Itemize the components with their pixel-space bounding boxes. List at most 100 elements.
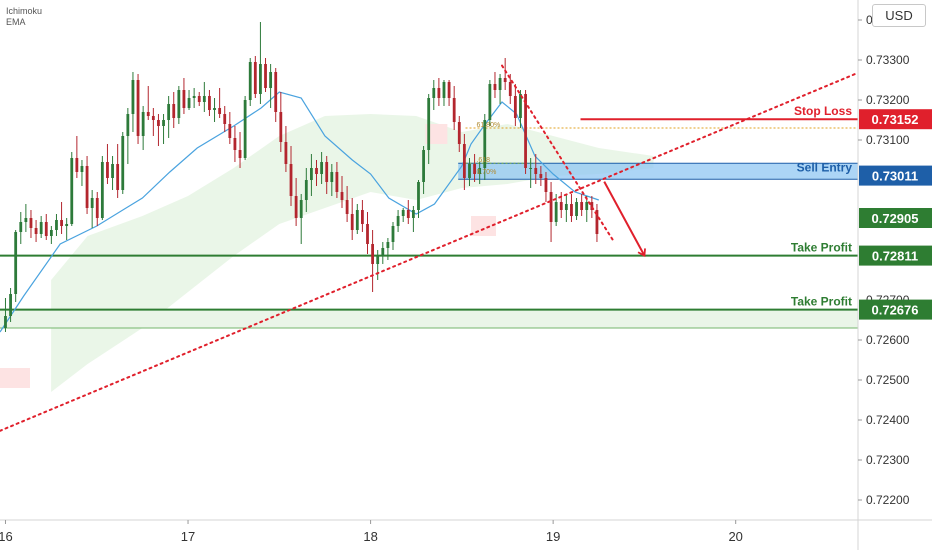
- candle-body: [437, 88, 441, 98]
- candle-body: [233, 138, 237, 150]
- candle: [534, 154, 538, 184]
- candle: [167, 96, 171, 138]
- candle-body: [131, 80, 135, 114]
- candle-body: [371, 244, 374, 264]
- candle-body: [294, 196, 298, 218]
- candle-body: [116, 164, 120, 190]
- candle: [85, 156, 89, 214]
- candle-body: [111, 164, 114, 178]
- candle: [55, 214, 58, 236]
- price-tick-label: 0.73100: [866, 133, 910, 147]
- ema-indicator-label[interactable]: EMA: [6, 17, 26, 27]
- candle: [177, 86, 181, 124]
- candle: [330, 164, 334, 196]
- candle-body: [427, 98, 431, 150]
- candle-body: [386, 242, 390, 248]
- candle-body: [406, 210, 410, 218]
- candle: [187, 90, 191, 110]
- uptrend-line: [0, 71, 858, 432]
- candle: [570, 194, 573, 222]
- candle: [457, 116, 461, 152]
- candle: [151, 108, 155, 136]
- candle: [95, 192, 99, 226]
- candle-body: [340, 192, 344, 200]
- candle-body: [70, 158, 74, 224]
- candle-body: [508, 82, 512, 96]
- candle: [315, 160, 318, 186]
- candle: [223, 106, 227, 132]
- price-level-badge: [859, 208, 932, 228]
- candle: [564, 194, 568, 222]
- time-tick-label: 17: [181, 529, 195, 544]
- candle-body: [106, 162, 109, 178]
- candle: [126, 108, 130, 164]
- ichimoku-cloud-bearish: [425, 124, 448, 144]
- candle: [427, 94, 431, 164]
- candle-body: [360, 210, 364, 224]
- candle: [422, 146, 425, 194]
- level-label: Take Profit: [791, 241, 852, 255]
- candle-body: [44, 222, 48, 236]
- candle-body: [85, 166, 89, 208]
- candle: [264, 58, 267, 92]
- candle: [473, 154, 476, 182]
- candle: [411, 206, 415, 232]
- candle-body: [549, 192, 553, 222]
- sell-entry-zone: [458, 163, 858, 180]
- candle: [406, 200, 410, 224]
- candle: [513, 84, 517, 126]
- candle: [493, 72, 497, 98]
- candle: [243, 96, 247, 160]
- candle-body: [330, 172, 334, 182]
- level-label: Take Profit: [791, 295, 852, 309]
- candle-body: [539, 174, 543, 178]
- candle-body: [146, 112, 150, 116]
- candle-body: [19, 222, 23, 232]
- candle: [345, 186, 349, 222]
- candle-body: [513, 96, 517, 118]
- candle-body: [259, 64, 262, 94]
- candle-body: [503, 78, 507, 82]
- candle: [202, 82, 206, 112]
- candle: [111, 156, 114, 190]
- candle: [335, 162, 339, 198]
- candle-body: [519, 94, 522, 118]
- candle: [539, 166, 543, 186]
- candle-body: [55, 220, 58, 230]
- candle: [498, 74, 502, 104]
- candle: [116, 144, 120, 198]
- fibonacci-label: 61.80%: [476, 122, 500, 129]
- candle: [401, 208, 405, 222]
- level-label: Sell Entry: [797, 161, 853, 175]
- candle-body: [381, 248, 385, 256]
- ichimoku-cloud-bearish: [470, 216, 496, 236]
- candle: [442, 80, 446, 106]
- candle-body: [376, 256, 380, 264]
- candle-body: [223, 114, 227, 124]
- candle-body: [167, 104, 171, 120]
- candle-body: [197, 96, 201, 102]
- candle-body: [177, 90, 181, 118]
- candle-body: [320, 162, 324, 174]
- level-label: Stop Loss: [794, 104, 852, 118]
- price-level-badge-text: 0.72676: [872, 303, 919, 318]
- candle-body: [14, 232, 18, 294]
- candle-body: [34, 228, 38, 234]
- candle-body: [310, 168, 313, 180]
- candle: [529, 158, 533, 188]
- time-tick-label: 20: [728, 529, 742, 544]
- candle-body: [253, 62, 257, 94]
- candle: [24, 204, 28, 232]
- candle-body: [39, 222, 43, 234]
- candle: [371, 230, 374, 292]
- candle-body: [457, 122, 461, 144]
- ichimoku-indicator-label[interactable]: Ichimoku: [6, 6, 43, 16]
- candle-body: [29, 218, 33, 228]
- price-tick-label: 0.72600: [866, 333, 910, 347]
- candle: [524, 90, 527, 174]
- candle-body: [202, 96, 206, 102]
- candle-body: [279, 112, 283, 142]
- candle: [213, 98, 216, 122]
- currency-button[interactable]: USD: [872, 4, 926, 27]
